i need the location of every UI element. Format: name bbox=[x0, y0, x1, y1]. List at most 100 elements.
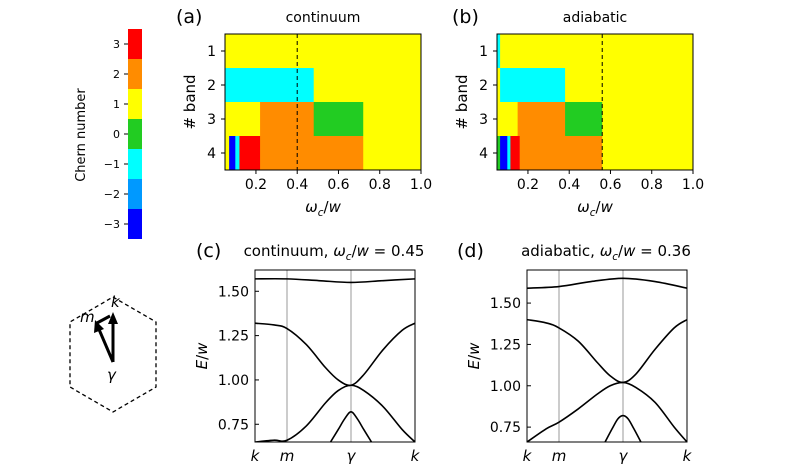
heatmap-cell bbox=[225, 34, 422, 69]
colorbar-tick-label: 1 bbox=[113, 98, 120, 111]
x-tick-label: k bbox=[683, 447, 693, 465]
panel-title: adiabatic bbox=[563, 10, 627, 26]
x-tick-label: 0.2 bbox=[517, 177, 539, 193]
brillouin-zone-diagram: k m γ bbox=[69, 293, 157, 413]
panel-letter: (a) bbox=[176, 6, 202, 28]
y-tick-label: 4 bbox=[207, 146, 216, 162]
axes-frame bbox=[224, 33, 422, 171]
panel-title: continuum bbox=[286, 10, 361, 26]
x-tick-label: γ bbox=[619, 447, 629, 465]
y-axis-label: E/w bbox=[193, 342, 211, 370]
colorbar-tick-label: −2 bbox=[104, 188, 120, 201]
band-line bbox=[527, 318, 687, 384]
band-line bbox=[527, 381, 687, 442]
heatmap-cell bbox=[239, 136, 261, 171]
x-tick-label: 1.0 bbox=[682, 177, 704, 193]
x-tick-label: m bbox=[280, 447, 295, 465]
panel-b-heatmap: 0.2 0.4 0.6 0.8 1.0 1 2 3 4 ωc/w # band adiabatic (b… bbox=[452, 6, 704, 219]
panel-letter: (b) bbox=[452, 6, 479, 28]
y-tick-label: 1 bbox=[207, 44, 216, 60]
colorbar-label: Chern number bbox=[74, 88, 89, 182]
heatmap-cell bbox=[497, 34, 501, 69]
colorbar-swatch bbox=[128, 29, 142, 59]
heatmap-cell bbox=[497, 68, 501, 103]
x-tick-label: 1.0 bbox=[410, 177, 432, 193]
hex-label-m: m bbox=[80, 308, 95, 326]
heatmap-cell bbox=[229, 136, 236, 171]
panel-title: adiabatic, ωc/w = 0.36 bbox=[521, 242, 691, 263]
hexagon-outline bbox=[69, 296, 157, 413]
hex-label-gamma: γ bbox=[107, 366, 117, 384]
panel-d-band-structure: 0.75 1.00 1.25 1.50 k m γ k E/w adiabatic, ωc/w =… bbox=[457, 240, 693, 465]
y-tick-label: 4 bbox=[479, 146, 488, 162]
heatmap-cell bbox=[497, 136, 501, 171]
y-tick-label: 3 bbox=[207, 112, 216, 128]
heatmap-cell bbox=[497, 102, 519, 137]
heatmap-cell bbox=[500, 136, 508, 171]
heatmap-cell bbox=[313, 102, 364, 137]
panel-title: continuum, ωc/w = 0.45 bbox=[244, 242, 425, 263]
panel-a-heatmap: 0.2 0.4 0.6 0.8 1.0 1 2 3 4 ωc/w # band continuum (a… bbox=[176, 6, 432, 219]
x-tick-label: k bbox=[523, 447, 533, 465]
heatmap-cell bbox=[519, 136, 603, 171]
colorbar-tick-label: 0 bbox=[113, 128, 120, 141]
band-line bbox=[255, 277, 415, 284]
panel-letter: (d) bbox=[457, 240, 484, 262]
heatmap-cell bbox=[235, 136, 240, 171]
x-tick-label: m bbox=[552, 447, 567, 465]
panel-c-band-structure: 0.75 1.00 1.25 1.50 k m γ k E/w continuum, ωc/w =… bbox=[193, 240, 424, 465]
y-tick-label: 1.50 bbox=[218, 284, 249, 300]
hex-label-k: k bbox=[111, 293, 121, 311]
colorbar-tick-label: −3 bbox=[104, 218, 120, 231]
arrow-head-m bbox=[94, 320, 104, 333]
y-tick-label: 1.50 bbox=[490, 296, 521, 312]
heatmap-cell bbox=[510, 136, 521, 171]
arrow-gamma-m bbox=[96, 326, 115, 363]
x-tick-label: 0.8 bbox=[641, 177, 663, 193]
y-tick-label: 0.75 bbox=[490, 420, 521, 436]
x-tick-label: γ bbox=[347, 447, 357, 465]
x-tick-label: 0.2 bbox=[245, 177, 267, 193]
colorbar-swatch bbox=[128, 59, 142, 89]
heatmap-cell bbox=[225, 68, 315, 103]
y-axis-label: # band bbox=[453, 74, 471, 129]
x-tick-label: 0.6 bbox=[327, 177, 349, 193]
axes-frame bbox=[526, 269, 688, 443]
y-tick-label: 1.00 bbox=[218, 373, 249, 389]
colorbar-swatch bbox=[128, 209, 142, 239]
y-tick-label: 0.75 bbox=[218, 417, 249, 433]
y-tick-label: 2 bbox=[479, 78, 488, 94]
arrow-m-k bbox=[96, 314, 111, 325]
x-axis-label: ωc/w bbox=[577, 198, 613, 219]
axes-frame bbox=[254, 269, 416, 443]
colorbar-tick-label: 2 bbox=[113, 68, 120, 81]
axes-frame bbox=[496, 33, 694, 171]
y-axis-label: E/w bbox=[465, 342, 483, 370]
heatmap-cell bbox=[602, 102, 694, 137]
heatmap-cell bbox=[602, 136, 694, 171]
heatmap-cell bbox=[565, 68, 694, 103]
y-tick-label: 1.25 bbox=[218, 329, 249, 345]
x-tick-label: 0.6 bbox=[599, 177, 621, 193]
heatmap-cell bbox=[225, 136, 230, 171]
y-tick-label: 1 bbox=[479, 44, 488, 60]
x-tick-label: 0.4 bbox=[558, 177, 580, 193]
y-tick-label: 1.00 bbox=[490, 379, 521, 395]
colorbar-tick-label: 3 bbox=[113, 38, 120, 51]
band-line bbox=[604, 414, 642, 442]
colorbar-swatch bbox=[128, 149, 142, 179]
heatmap-cell bbox=[500, 34, 694, 69]
heatmap-cell bbox=[225, 102, 261, 137]
heatmap-cell bbox=[565, 102, 603, 137]
heatmap-cell bbox=[260, 136, 364, 171]
y-tick-label: 1.25 bbox=[490, 337, 521, 353]
x-tick-label: k bbox=[411, 447, 421, 465]
x-tick-label: k bbox=[251, 447, 261, 465]
band-line bbox=[255, 384, 415, 442]
band-line bbox=[329, 411, 373, 442]
band-line bbox=[527, 277, 687, 289]
heatmap-cell bbox=[517, 102, 566, 137]
heatmap-cell bbox=[313, 68, 422, 103]
arrow-head-k bbox=[108, 312, 118, 324]
